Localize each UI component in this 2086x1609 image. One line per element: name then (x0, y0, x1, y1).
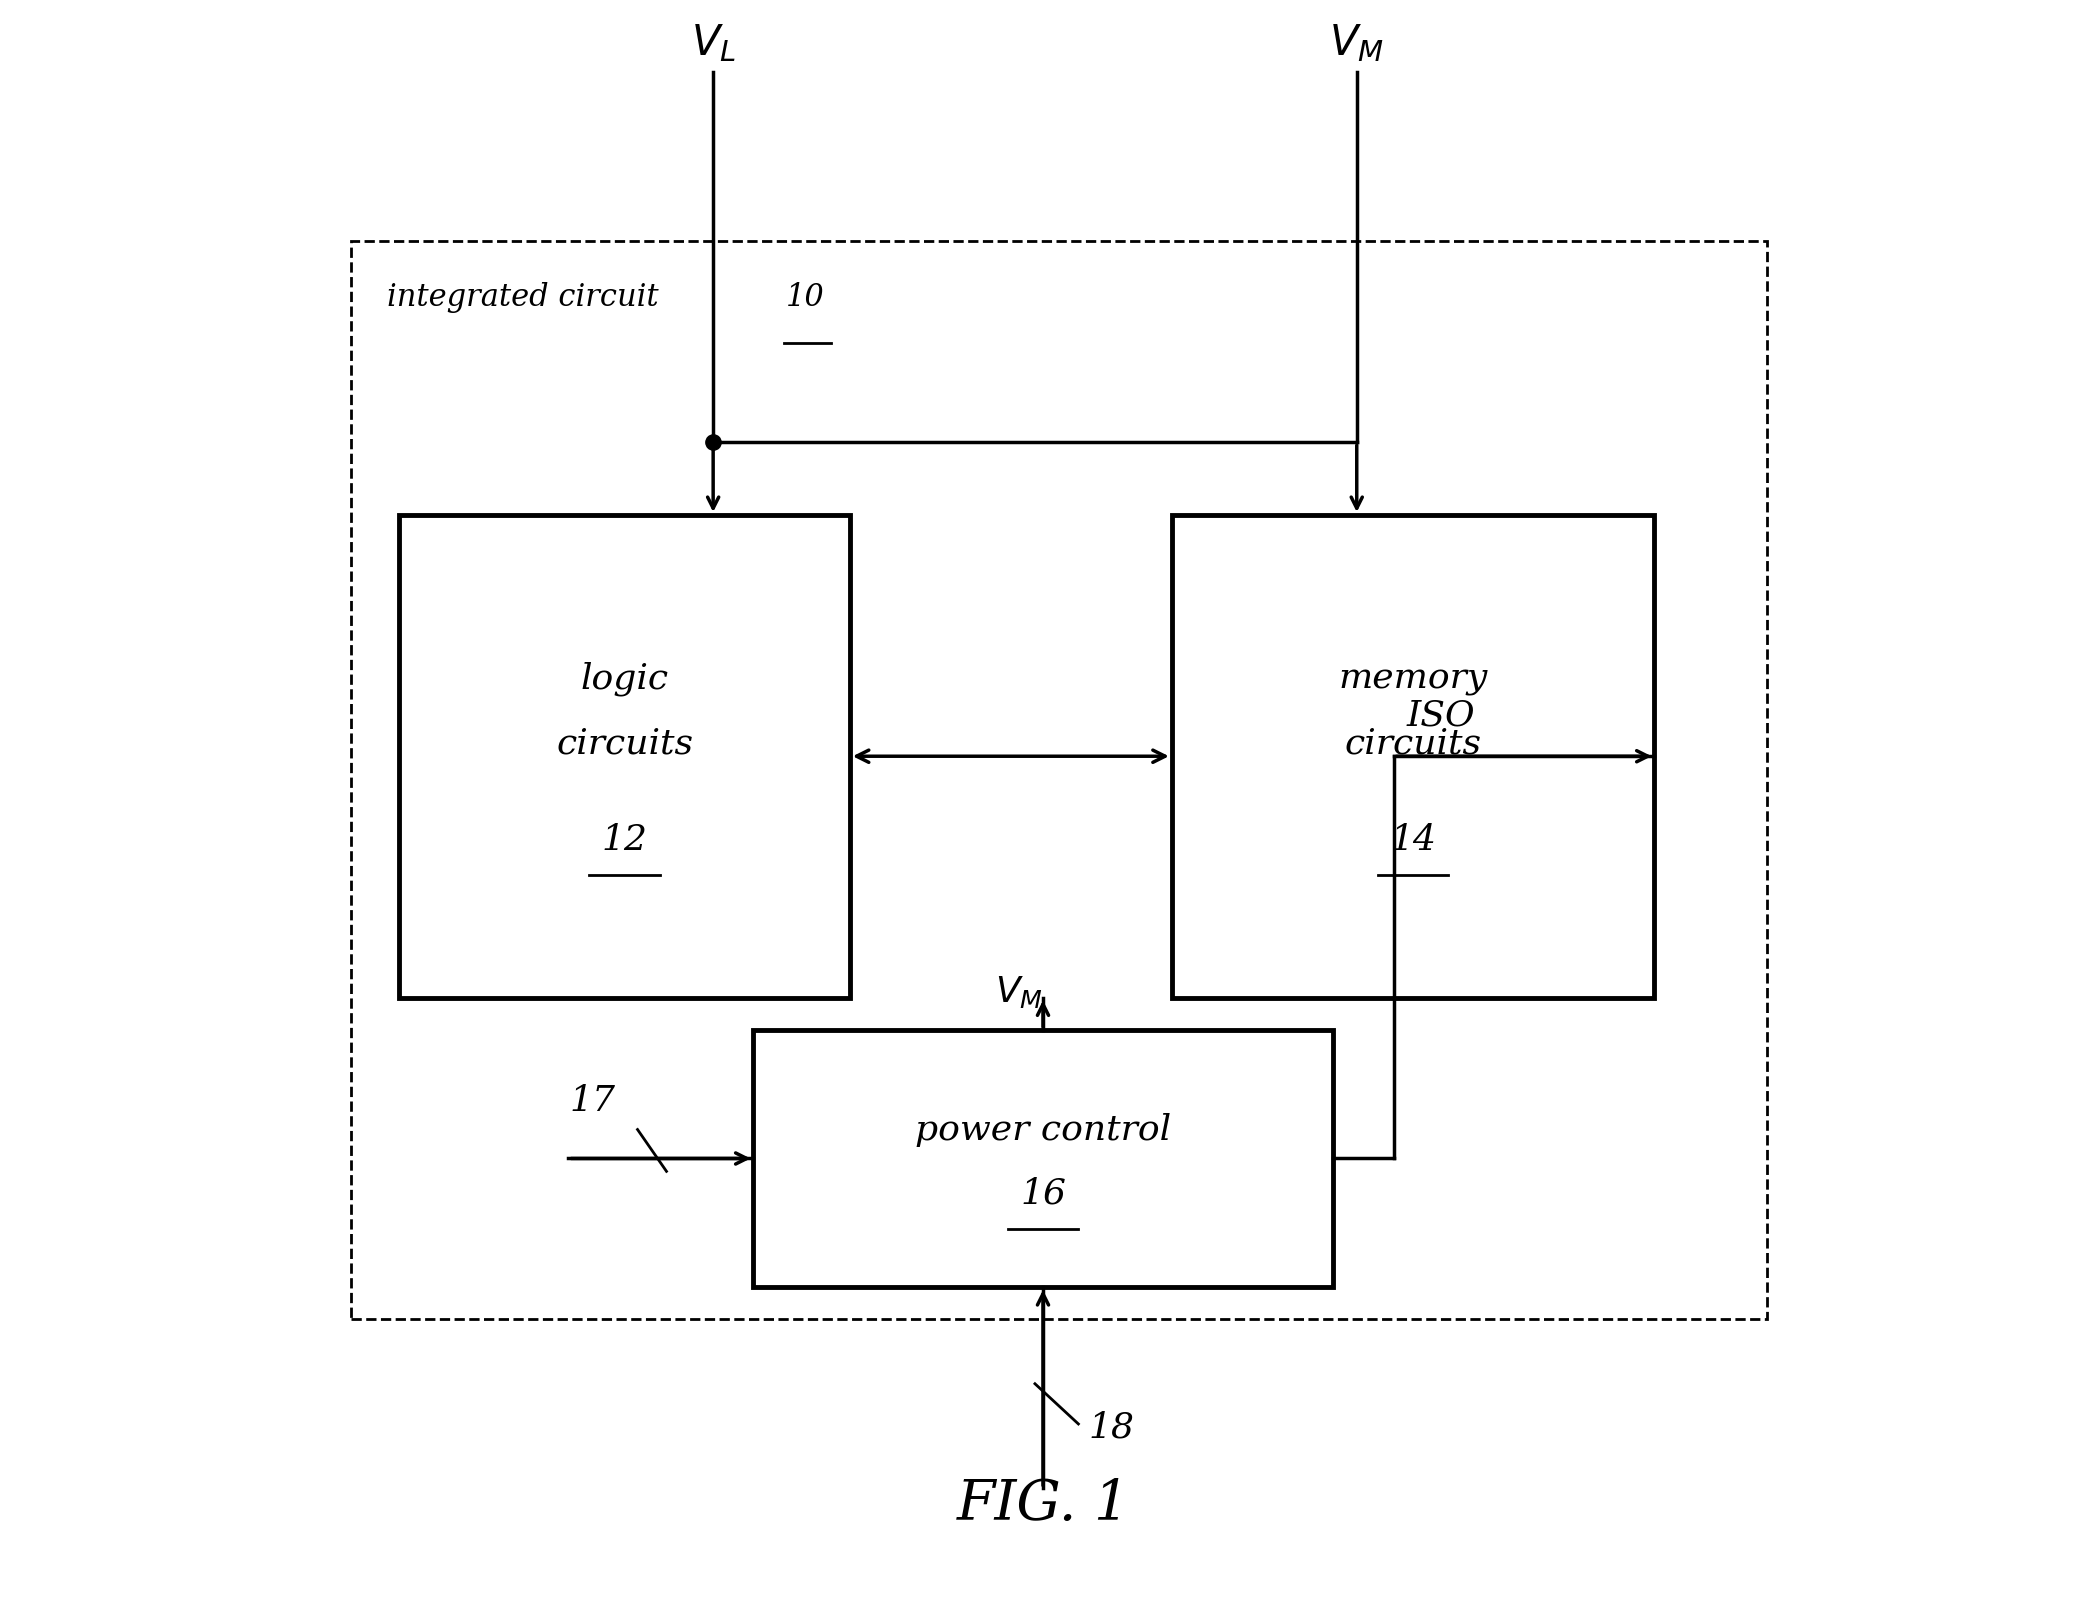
Text: 10: 10 (786, 282, 824, 312)
Bar (1172, 515, 1654, 998)
Text: 17: 17 (569, 1084, 615, 1118)
Text: circuits: circuits (557, 726, 693, 761)
Text: logic: logic (580, 661, 670, 697)
Text: 12: 12 (601, 822, 647, 858)
Text: $V_L$: $V_L$ (690, 23, 736, 64)
Bar (350, 241, 1767, 1319)
Text: $V_M$: $V_M$ (1329, 23, 1385, 64)
Text: 16: 16 (1020, 1176, 1066, 1212)
Text: memory: memory (1339, 661, 1487, 697)
Text: $V_M$: $V_M$ (995, 975, 1043, 1010)
Text: circuits: circuits (1345, 726, 1481, 761)
Text: 18: 18 (1089, 1409, 1135, 1445)
Text: ISO: ISO (1406, 698, 1475, 732)
Text: power control: power control (916, 1112, 1170, 1147)
Bar (753, 1030, 1333, 1287)
Text: 14: 14 (1389, 822, 1435, 858)
Text: FIG. 1: FIG. 1 (955, 1477, 1131, 1532)
Text: integrated circuit: integrated circuit (386, 282, 668, 312)
Bar (398, 515, 849, 998)
